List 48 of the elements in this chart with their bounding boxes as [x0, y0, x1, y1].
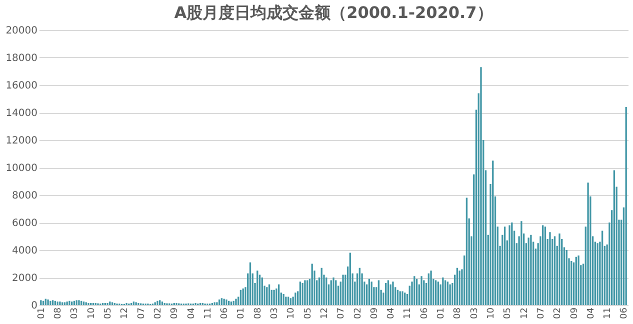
x-tick-label: 04 [386, 307, 397, 319]
x-tick-label: 05 [104, 308, 114, 319]
x-tick-label: 06 [420, 307, 430, 319]
x-tick-label: 01 [36, 308, 47, 319]
x-tick-label: 01 [436, 308, 447, 319]
x-tick-label: 07 [336, 308, 347, 319]
x-tick-label: 11 [203, 308, 214, 319]
y-tick-label: 10000 [6, 163, 38, 174]
y-tick-label: 0 [31, 300, 38, 312]
x-tick-label: 04 [586, 307, 596, 319]
y-tick-label: 4000 [12, 246, 38, 256]
x-tick-label: 11 [403, 308, 414, 319]
y-tick-label: 16000 [6, 80, 38, 92]
x-tick-label: 06 [220, 307, 230, 319]
chart-title: A股月度日均成交金额（2000.1-2020.7） [174, 3, 493, 22]
x-tick-label: 08 [54, 307, 64, 319]
x-tick-label: 03 [470, 308, 480, 319]
x-tick-label: 08 [253, 307, 264, 319]
x-tick-label: 09 [170, 307, 180, 319]
y-tick-label: 18000 [6, 53, 38, 64]
x-tick-label: 02 [153, 308, 164, 319]
x-tick-label: 09 [570, 307, 580, 319]
x-tick-label: 09 [370, 307, 380, 319]
x-tick-label: 12 [320, 308, 330, 319]
x-tick-label: 03 [270, 308, 280, 319]
x-tick-label: 01 [236, 308, 247, 319]
y-tick-label: 2000 [12, 273, 38, 284]
x-tick-label: 05 [503, 308, 514, 319]
x-tick-label: 10 [486, 307, 497, 319]
x-tick-label: 12 [520, 308, 530, 319]
x-tick-label: 12 [120, 308, 130, 319]
x-tick-label: 02 [553, 308, 564, 319]
x-tick-label: 06 [620, 307, 630, 319]
x-tick-label: 10 [286, 307, 297, 319]
x-tick-label: 04 [186, 307, 197, 319]
x-tick-label: 03 [70, 308, 80, 319]
x-tick-label: 07 [136, 308, 147, 319]
y-tick-label: 20000 [6, 26, 38, 36]
y-tick-label: 8000 [12, 190, 38, 202]
x-tick-label: 02 [353, 308, 364, 319]
x-tick-label: 10 [86, 307, 97, 319]
y-tick-label: 12000 [6, 136, 38, 146]
y-tick-label: 14000 [6, 108, 38, 119]
x-tick-label: 07 [536, 308, 546, 319]
x-tick-label: 08 [453, 307, 464, 319]
x-tick-label: 11 [603, 308, 614, 319]
x-tick-label: 05 [303, 308, 314, 319]
y-tick-label: 6000 [12, 218, 38, 229]
